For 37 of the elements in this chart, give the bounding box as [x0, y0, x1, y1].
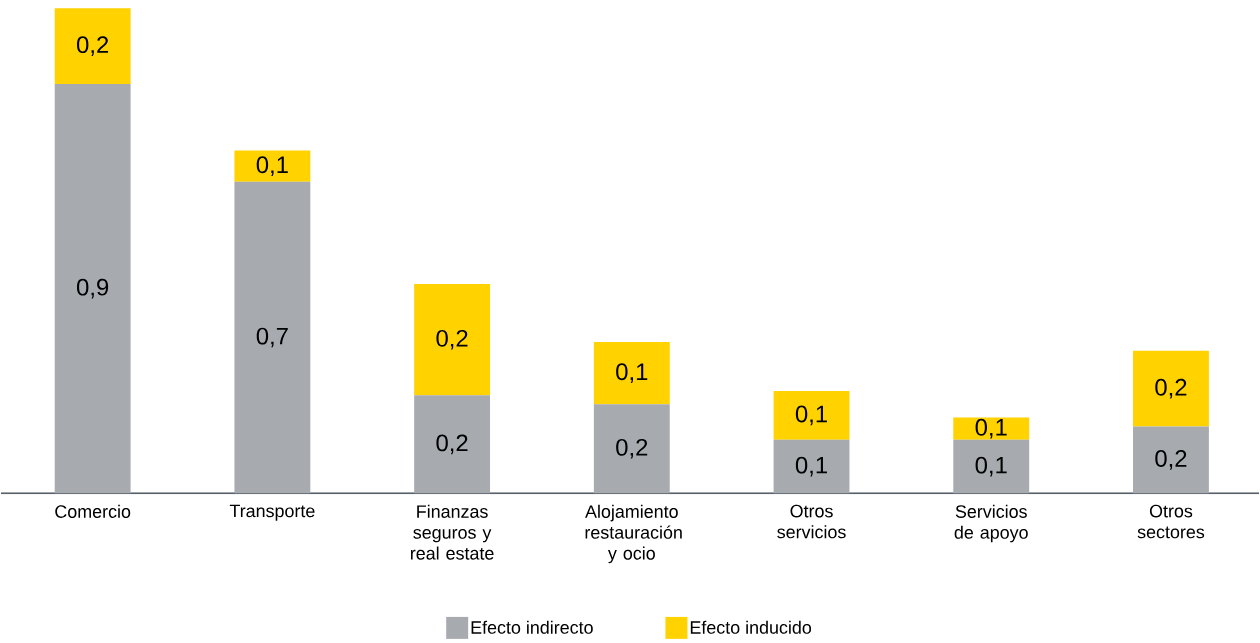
- data-label: 0,1: [616, 363, 648, 383]
- bar: [773, 439, 850, 494]
- bar: [414, 395, 491, 494]
- bar: [54, 83, 131, 494]
- bar: [1133, 350, 1209, 427]
- data-label: 0,2: [616, 438, 648, 459]
- legend-label: Efecto inducido: [690, 620, 812, 634]
- x-tick-label: Finanzas seguros y real estate: [410, 504, 494, 560]
- bar: [953, 417, 1030, 440]
- bar: [1133, 426, 1209, 494]
- bar: [773, 390, 850, 440]
- data-label: 0,2: [436, 329, 468, 350]
- data-label: 0,1: [795, 456, 827, 477]
- data-label: 0,2: [1155, 378, 1187, 399]
- bar: [234, 181, 311, 494]
- data-label: 0,1: [975, 456, 1007, 477]
- bar: [593, 404, 670, 494]
- bar: [414, 284, 491, 396]
- x-tick-label: Transporte: [229, 504, 315, 521]
- bar: [234, 150, 311, 182]
- legend-label: Efecto indirecto: [471, 620, 593, 634]
- data-label: 0,1: [975, 418, 1007, 439]
- x-tick-label: Comercio: [55, 504, 131, 518]
- data-label: 0,2: [1155, 450, 1187, 470]
- data-label: 0,9: [77, 278, 109, 299]
- x-tick-label: Otros servicios: [777, 504, 846, 539]
- x-tick-label: Alojamiento restauración y ocio: [585, 504, 682, 564]
- data-label: 0,1: [795, 405, 827, 426]
- data-label: 0,2: [436, 434, 468, 455]
- data-label: 0,7: [256, 327, 288, 348]
- bar: [593, 341, 670, 405]
- bar: [54, 8, 131, 84]
- bar: [953, 439, 1030, 494]
- x-tick-label: Servicios de apoyo: [954, 504, 1028, 543]
- data-label: 0,2: [77, 36, 109, 56]
- data-label: 0,1: [256, 156, 288, 177]
- x-tick-label: Otros sectores: [1137, 504, 1205, 539]
